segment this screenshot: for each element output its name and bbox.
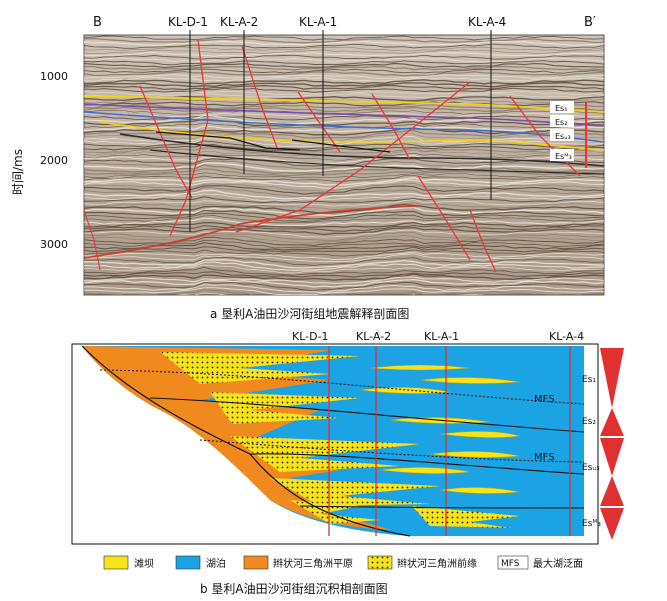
sequence-triangles [600,348,624,540]
seismic-left-label: B [93,15,102,30]
caption-a: a 垦利A油田沙河街组地震解释剖面图 [210,307,409,321]
legend-label-lake: 湖泊 [206,558,226,570]
seismic-panel [83,30,605,296]
seismic-formation-2: Esᵤ₃ [555,132,571,141]
facies-formation-0: Es₁ [582,375,596,385]
legend-label-mfs: 最大湖泛面 [533,557,583,570]
seismic-formation-0: Es₁ [555,104,567,113]
legend-label-delta-front: 辫状河三角洲前缘 [397,557,477,570]
seismic-right-label: B′ [584,15,596,30]
facies-well-label-3: KL-A-4 [549,330,584,343]
seismic-well-label-3: KL-A-4 [468,15,506,29]
facies-well-label-1: KL-A-2 [356,330,391,343]
legend-label-delta-plain: 辫状河三角洲平原 [273,557,353,570]
legend: 滩坝 湖泊 辫状河三角洲平原 辫状河三角洲前缘 MFS 最大湖泛面 [103,555,583,570]
facies-formation-2: Esᵤ₃ [582,463,600,473]
seismic-well-label-1: KL-A-2 [220,15,258,29]
caption-b: b 垦利A油田沙河街组沉积相剖面图 [200,582,388,596]
seismic-well-label-0: KL-D-1 [168,15,208,29]
y-tick-2000: 2000 [40,154,68,167]
mfs-label-upper: MFS [534,394,555,405]
legend-key-mfs: MFS [501,559,520,569]
facies-panel [71,343,599,545]
seismic-well-label-2: KL-A-1 [299,15,337,29]
y-tick-1000: 1000 [40,70,68,83]
facies-formation-1: Es₂ [582,417,596,427]
legend-label-bar: 滩坝 [134,557,154,570]
seismic-formation-3: Esᴹ₃ [555,152,572,161]
seismic-formation-1: Es₂ [555,118,567,127]
mfs-label-lower: MFS [534,452,555,463]
y-axis-title: 时间/ms [11,149,25,195]
y-tick-3000: 3000 [40,238,68,251]
facies-formation-3: Esᴹ₃ [582,519,601,529]
facies-well-label-0: KL-D-1 [292,330,329,343]
facies-well-label-2: KL-A-1 [424,330,459,343]
